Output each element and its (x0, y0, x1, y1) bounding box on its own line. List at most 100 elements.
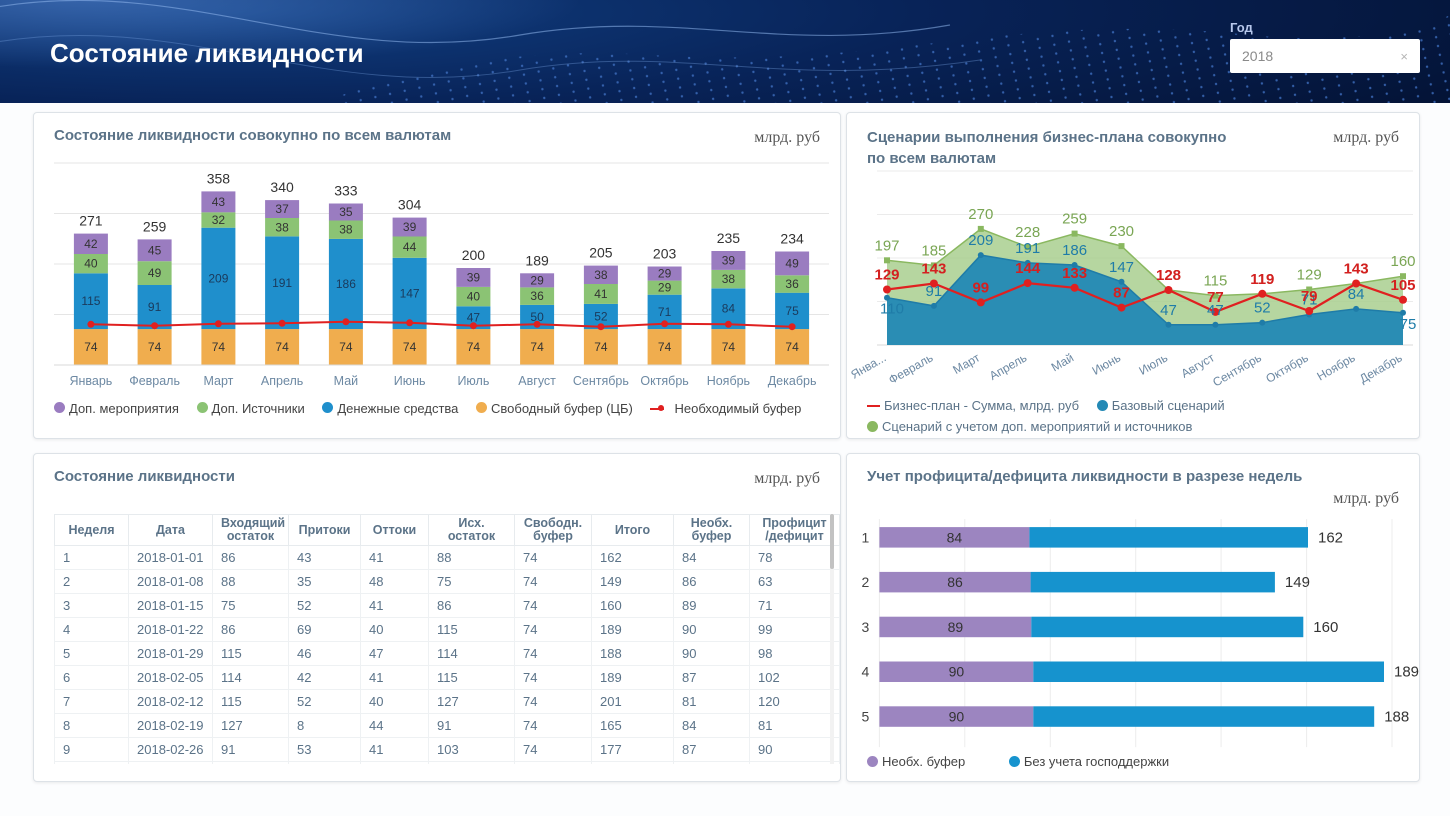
svg-text:230: 230 (1109, 223, 1134, 240)
svg-text:Декабрь: Декабрь (768, 374, 817, 388)
svg-text:40: 40 (84, 257, 98, 271)
svg-text:77: 77 (1207, 289, 1224, 306)
svg-text:39: 39 (467, 271, 481, 285)
svg-text:74: 74 (403, 340, 417, 354)
svg-text:203: 203 (653, 246, 677, 262)
svg-text:Июнь: Июнь (394, 374, 426, 388)
svg-text:44: 44 (403, 240, 417, 254)
svg-text:209: 209 (968, 232, 993, 249)
svg-text:147: 147 (400, 287, 420, 301)
svg-text:2: 2 (862, 574, 870, 590)
svg-text:147: 147 (1109, 259, 1134, 276)
svg-text:Ноябрь: Ноябрь (707, 374, 750, 388)
svg-text:Сентябрь: Сентябрь (573, 374, 629, 388)
svg-text:86: 86 (947, 574, 963, 590)
svg-text:36: 36 (785, 277, 799, 291)
svg-text:191: 191 (1015, 240, 1040, 257)
svg-text:Июль: Июль (1136, 350, 1170, 377)
svg-text:87: 87 (1113, 285, 1130, 302)
svg-text:74: 74 (658, 340, 672, 354)
svg-text:29: 29 (658, 267, 672, 281)
svg-text:189: 189 (1394, 664, 1419, 681)
svg-text:Сентябрь: Сентябрь (1210, 350, 1264, 389)
svg-text:340: 340 (270, 179, 294, 195)
svg-text:75: 75 (1400, 316, 1417, 333)
svg-text:143: 143 (921, 261, 946, 278)
svg-text:Янва...: Янва... (848, 350, 888, 381)
svg-text:128: 128 (1156, 267, 1181, 284)
svg-text:84: 84 (722, 302, 736, 316)
svg-text:Октябрь: Октябрь (1263, 350, 1310, 385)
svg-text:84: 84 (1348, 286, 1365, 303)
svg-text:74: 74 (467, 340, 481, 354)
svg-text:115: 115 (1203, 273, 1227, 290)
svg-text:235: 235 (717, 230, 741, 246)
svg-text:188: 188 (1384, 709, 1409, 726)
svg-text:74: 74 (148, 340, 162, 354)
svg-text:29: 29 (658, 281, 672, 295)
svg-text:Март: Март (203, 374, 233, 388)
svg-text:333: 333 (334, 183, 358, 199)
svg-text:149: 149 (1285, 574, 1310, 591)
svg-text:Февраль: Февраль (129, 374, 180, 388)
svg-text:115: 115 (81, 294, 100, 308)
svg-text:90: 90 (949, 709, 965, 725)
svg-text:129: 129 (1297, 267, 1322, 284)
svg-text:79: 79 (1301, 288, 1318, 305)
svg-text:228: 228 (1015, 224, 1040, 241)
svg-text:234: 234 (780, 231, 804, 247)
svg-text:49: 49 (148, 266, 162, 280)
svg-text:186: 186 (336, 277, 356, 291)
svg-text:74: 74 (84, 340, 98, 354)
svg-text:Май: Май (1049, 350, 1076, 374)
svg-text:38: 38 (275, 220, 289, 234)
svg-text:39: 39 (403, 220, 417, 234)
svg-text:197: 197 (874, 237, 899, 254)
svg-text:209: 209 (208, 271, 228, 285)
svg-text:71: 71 (658, 305, 672, 319)
svg-text:38: 38 (722, 272, 736, 286)
svg-text:52: 52 (1254, 300, 1271, 317)
svg-text:91: 91 (926, 283, 943, 300)
svg-text:189: 189 (525, 252, 549, 268)
svg-text:89: 89 (948, 619, 964, 635)
svg-text:43: 43 (212, 195, 226, 209)
svg-text:358: 358 (207, 170, 231, 186)
svg-text:39: 39 (722, 254, 736, 268)
svg-text:270: 270 (968, 206, 993, 223)
svg-text:84: 84 (947, 529, 963, 545)
svg-text:38: 38 (594, 268, 608, 282)
svg-text:133: 133 (1062, 265, 1087, 282)
svg-text:Ноябрь: Ноябрь (1315, 350, 1358, 383)
svg-text:90: 90 (949, 664, 965, 680)
svg-text:200: 200 (462, 247, 486, 263)
svg-text:129: 129 (874, 267, 899, 284)
svg-text:Июнь: Июнь (1090, 350, 1123, 377)
svg-text:259: 259 (1062, 211, 1087, 228)
svg-text:3: 3 (862, 619, 870, 635)
svg-text:Август: Август (518, 374, 556, 388)
svg-text:Апрель: Апрель (261, 374, 303, 388)
svg-text:74: 74 (275, 340, 289, 354)
svg-text:191: 191 (272, 276, 292, 290)
svg-text:1: 1 (862, 529, 870, 545)
svg-text:5: 5 (862, 709, 870, 725)
svg-text:49: 49 (785, 256, 799, 270)
svg-text:42: 42 (84, 237, 98, 251)
svg-text:304: 304 (398, 197, 422, 213)
svg-text:Октябрь: Октябрь (640, 374, 688, 388)
svg-text:91: 91 (148, 300, 162, 314)
svg-text:74: 74 (339, 340, 353, 354)
svg-text:74: 74 (594, 340, 608, 354)
svg-text:Июль: Июль (457, 374, 489, 388)
svg-text:36: 36 (530, 289, 544, 303)
svg-text:Февраль: Февраль (886, 350, 935, 387)
svg-text:185: 185 (921, 242, 946, 259)
svg-text:143: 143 (1344, 261, 1369, 278)
svg-text:271: 271 (79, 213, 103, 229)
svg-text:74: 74 (212, 340, 226, 354)
svg-text:186: 186 (1062, 242, 1087, 259)
svg-text:205: 205 (589, 245, 613, 261)
svg-text:99: 99 (972, 279, 989, 296)
svg-text:105: 105 (1390, 277, 1415, 294)
